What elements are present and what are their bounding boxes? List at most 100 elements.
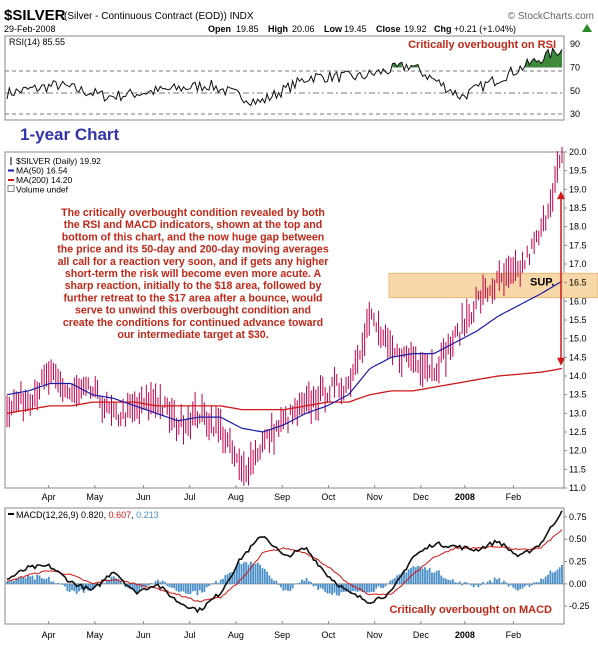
high-value: 20.06 (292, 24, 315, 34)
histogram-bar (159, 582, 162, 584)
histogram-bar (247, 564, 250, 584)
rsi-overbought-note: Critically overbought on RSI (408, 39, 556, 51)
histogram-bar (50, 581, 53, 584)
x-tick-label: May (86, 492, 104, 502)
histogram-bar (535, 581, 538, 584)
histogram-bar (477, 583, 480, 588)
histogram-bar (180, 583, 183, 592)
macd-legend-value: 0.213 (136, 510, 159, 520)
price-tick-label: 11.5 (569, 464, 586, 474)
histogram-bar (298, 582, 301, 584)
legend-entry: $SILVER (Daily) 19.92 (16, 156, 101, 166)
histogram-bar (479, 583, 482, 586)
histogram-bar (266, 571, 268, 584)
histogram-bar (382, 583, 385, 589)
macd-histogram (6, 561, 563, 596)
histogram-bar (352, 583, 354, 591)
histogram-bar (389, 580, 392, 584)
histogram-bar (503, 580, 505, 584)
x-tick-label: Apr (42, 492, 56, 502)
histogram-bar (465, 582, 468, 584)
price-frame (4, 151, 565, 489)
x-tick-label: Jul (184, 630, 196, 640)
histogram-bar (519, 583, 522, 590)
chart-symbol: $SILVER (4, 7, 66, 24)
histogram-bar (361, 583, 364, 593)
histogram-bar (328, 583, 331, 594)
histogram-bar (482, 581, 484, 584)
histogram-bar (347, 583, 350, 592)
chg-value: +0.21 (+1.04%) (454, 24, 516, 34)
histogram-bar (414, 567, 417, 584)
histogram-bar (231, 572, 234, 584)
histogram-bar (143, 583, 145, 587)
x-tick-label: Oct (321, 492, 336, 502)
histogram-bar (191, 583, 194, 592)
histogram-bar (75, 583, 78, 594)
histogram-bar (45, 578, 48, 584)
high-label: High (268, 24, 288, 34)
commentary-line: the RSI and MACD indicators, shown at th… (64, 219, 322, 231)
histogram-bar (212, 583, 215, 584)
histogram-bar (17, 577, 20, 584)
histogram-bar (475, 583, 477, 585)
histogram-bar (435, 570, 438, 584)
x-tick-label: Jun (136, 492, 151, 502)
histogram-bar (366, 583, 368, 593)
histogram-bar (129, 583, 131, 589)
legend-value: undef (47, 185, 69, 195)
price-y-axis: 11.0 11.5 12.0 12.5 13.0 13.5 14.0 14.5 15.0 15.5… (564, 147, 587, 493)
histogram-bar (54, 583, 57, 584)
histogram-bar (561, 564, 563, 584)
chart-title: 1-year Chart (20, 125, 120, 144)
histogram-bar (219, 579, 222, 584)
histogram-bar (31, 575, 34, 584)
histogram-bar (556, 569, 559, 584)
histogram-bar (8, 581, 11, 584)
histogram-bar (240, 564, 243, 584)
macd-legend: MACD(12,26,9) 0.820, 0.607, 0.213 (8, 510, 159, 520)
histogram-bar (305, 577, 308, 584)
histogram-bar (321, 583, 324, 590)
histogram-bar (287, 583, 289, 591)
histogram-bar (261, 568, 264, 584)
price-tick-label: 20.0 (569, 147, 587, 157)
histogram-bar (164, 581, 166, 584)
histogram-bar (317, 583, 320, 590)
histogram-bar (510, 583, 512, 586)
chart-description: (Silver - Continuous Contract (EOD)) IND… (64, 11, 254, 22)
histogram-bar (486, 581, 489, 584)
x-tick-label: Dec (413, 492, 430, 502)
histogram-bar (282, 583, 285, 591)
histogram-bar (208, 583, 210, 587)
histogram-bar (217, 583, 220, 584)
histogram-bar (245, 561, 248, 584)
histogram-bar (391, 579, 394, 584)
histogram-bar (161, 580, 164, 584)
histogram-bar (173, 583, 176, 589)
support-band (388, 272, 598, 299)
histogram-bar (26, 574, 29, 584)
histogram-bar (203, 583, 206, 592)
price-tick-label: 14.0 (569, 371, 587, 381)
commentary-line: create the conditions for continued adva… (63, 317, 323, 329)
histogram-bar (451, 579, 454, 584)
histogram-bar (442, 577, 445, 584)
histogram-bar (226, 574, 229, 584)
histogram-bar (187, 583, 190, 594)
commentary-line: serve to unwind this overbought conditio… (75, 305, 311, 317)
histogram-bar (238, 562, 241, 584)
rsi-tick-label: 70 (570, 63, 580, 73)
histogram-bar (447, 579, 450, 584)
histogram-bar (377, 583, 380, 587)
histogram-bar (438, 570, 440, 584)
histogram-bar (461, 583, 464, 586)
histogram-bar (359, 583, 361, 591)
macd-legend-value: 0.820 (81, 510, 104, 520)
price-tick-label: 15.0 (569, 334, 587, 344)
histogram-bar (379, 583, 382, 588)
histogram-bar (489, 580, 491, 584)
histogram-bar (468, 583, 471, 585)
histogram-bar (184, 583, 187, 594)
macd-legend-text: MACD(12,26,9) 0.820, 0.607, 0.213 (16, 510, 159, 520)
